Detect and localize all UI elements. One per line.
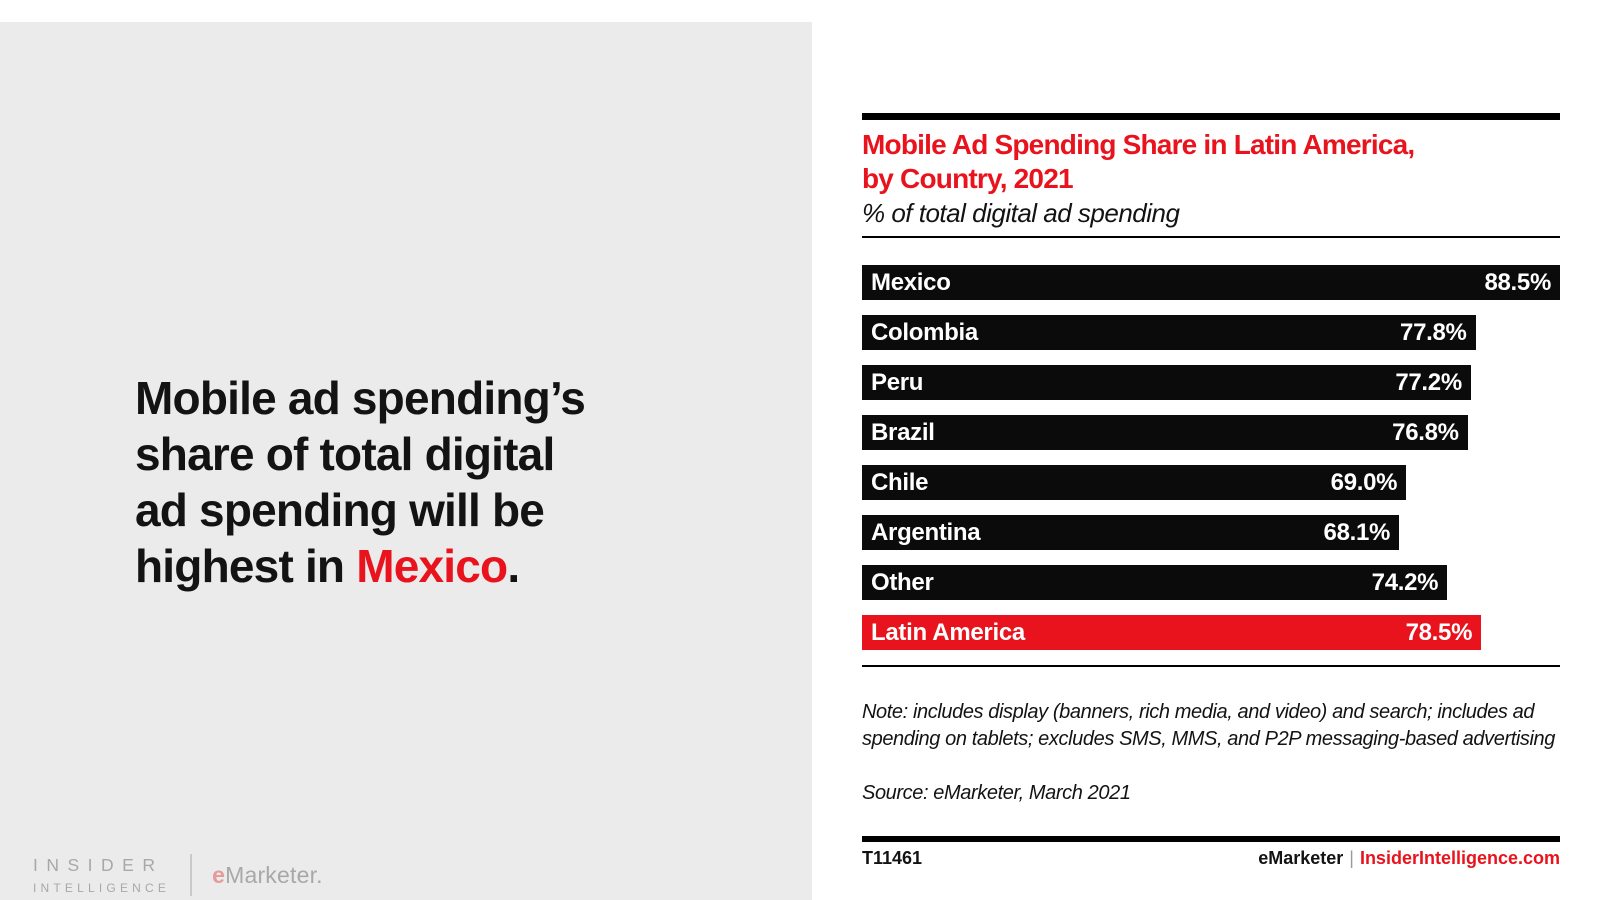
bar-row-mexico: Mexico 88.5% <box>862 265 1560 300</box>
logo-divider <box>190 854 193 896</box>
chart-panel: Mobile Ad Spending Share in Latin Americ… <box>862 0 1560 869</box>
chart-title: Mobile Ad Spending Share in Latin Americ… <box>862 129 1415 194</box>
headline-period: . <box>507 540 520 592</box>
chart-source: Source: eMarketer, March 2021 <box>862 782 1131 804</box>
header-divider-rule <box>862 236 1560 238</box>
key-takeaway-headline: Mobile ad spending’s share of total digi… <box>135 370 695 594</box>
insider-intelligence-logo: INSIDER INTELLIGENCE <box>33 855 170 895</box>
footer-emarketer: eMarketer <box>1258 848 1344 868</box>
bar-latin-america: Latin America 78.5% <box>862 615 1482 650</box>
bottom-rule <box>862 836 1560 842</box>
bar-row-chile: Chile 69.0% <box>862 465 1560 500</box>
bar-category-label: Chile <box>871 468 929 496</box>
bar-value-label: 78.5% <box>1405 618 1473 646</box>
bar-value-label: 77.8% <box>1400 318 1467 346</box>
bar-row-colombia: Colombia 77.8% <box>862 315 1560 350</box>
bar-argentina: Argentina 68.1% <box>862 515 1400 550</box>
note-divider-rule <box>862 665 1560 667</box>
bar-row-other: Other 74.2% <box>862 565 1560 600</box>
bar-value-label: 68.1% <box>1323 518 1391 546</box>
footer-separator: | <box>1349 848 1354 868</box>
note-block: Note: includes display (banners, rich me… <box>862 672 1600 834</box>
emarketer-logo-text: Marketer. <box>225 861 323 888</box>
footer-branding: eMarketer | InsiderIntelligence.com <box>1258 848 1560 869</box>
bar-category-label: Peru <box>871 368 924 396</box>
emarketer-logo: eMarketer. <box>212 862 323 889</box>
footer-site-url: InsiderIntelligence.com <box>1359 848 1560 868</box>
bar-colombia: Colombia 77.8% <box>862 315 1476 350</box>
bar-row-latin-america: Latin America 78.5% <box>862 615 1560 650</box>
chart-subtitle: % of total digital ad spending <box>862 198 1180 228</box>
insider-logo-line2: INTELLIGENCE <box>33 881 171 895</box>
bar-value-label: 76.8% <box>1392 418 1459 446</box>
bar-other: Other 74.2% <box>862 565 1448 600</box>
bar-category-label: Brazil <box>871 418 935 446</box>
chart-note: Note: includes display (banners, rich me… <box>862 701 1555 750</box>
emarketer-logo-e: e <box>212 861 226 888</box>
bar-category-label: Mexico <box>871 268 951 296</box>
bar-mexico: Mexico 88.5% <box>862 265 1560 300</box>
bar-category-label: Other <box>871 568 934 596</box>
bar-row-argentina: Argentina 68.1% <box>862 515 1560 550</box>
insider-logo-line1: INSIDER <box>33 855 164 875</box>
bar-brazil: Brazil 76.8% <box>862 415 1468 450</box>
branding-row: INSIDER INTELLIGENCE eMarketer. <box>33 854 323 896</box>
bar-chile: Chile 69.0% <box>862 465 1407 500</box>
bar-category-label: Argentina <box>871 518 981 546</box>
bar-row-peru: Peru 77.2% <box>862 365 1560 400</box>
chart-id: T11461 <box>862 848 923 868</box>
bar-chart: Mexico 88.5% Colombia 77.8% Peru 77.2% Brazil 7… <box>862 265 1560 650</box>
bar-value-label: 88.5% <box>1484 268 1551 296</box>
bar-value-label: 69.0% <box>1330 468 1398 496</box>
headline-text: Mobile ad spending’s share of total digi… <box>135 372 586 592</box>
chart-footer: T11461 eMarketer | InsiderIntelligence.com <box>862 848 1560 869</box>
bar-category-label: Colombia <box>871 318 978 346</box>
bar-row-brazil: Brazil 76.8% <box>862 415 1560 450</box>
headline-highlight-mexico: Mexico <box>356 540 508 592</box>
left-summary-panel: Mobile ad spending’s share of total digi… <box>0 22 812 900</box>
top-rule <box>862 113 1560 120</box>
bar-peru: Peru 77.2% <box>862 365 1471 400</box>
bar-value-label: 77.2% <box>1395 368 1462 396</box>
bar-category-label: Latin America <box>871 618 1025 646</box>
bar-value-label: 74.2% <box>1371 568 1439 596</box>
